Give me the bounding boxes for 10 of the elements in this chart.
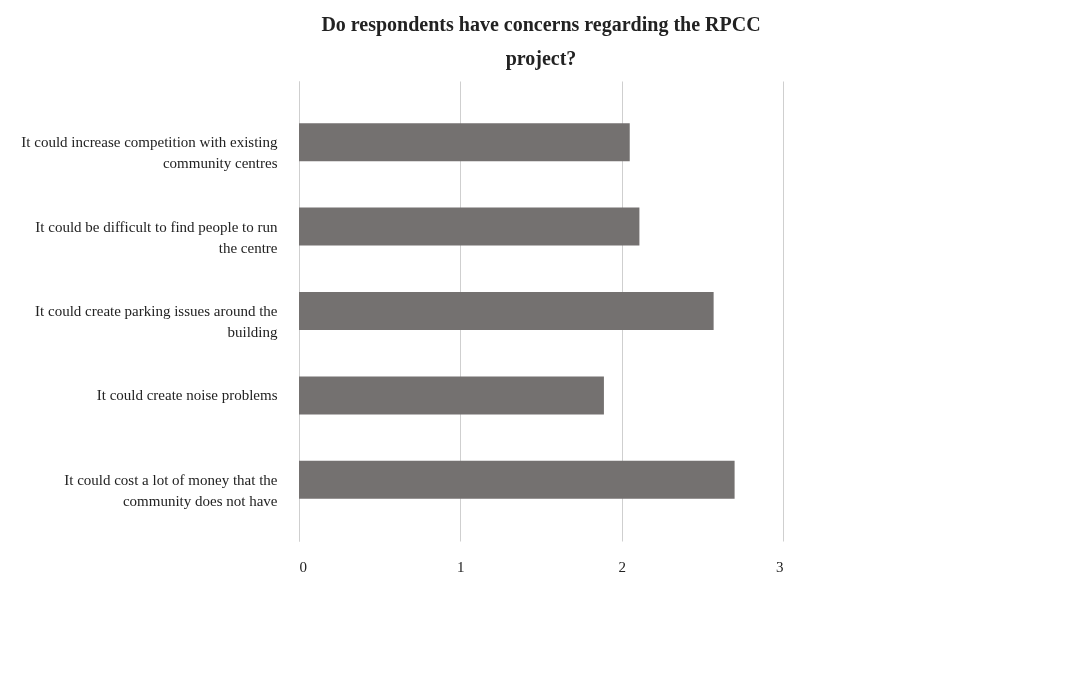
y-tick-label: It could create noise problems — [96, 387, 278, 404]
chart-title: Do respondents have concerns regarding the RPCC project? — [321, 13, 761, 70]
y-tick-label: It could create parking issues around the building — [35, 303, 278, 340]
x-tick-label: 0 — [299, 558, 307, 575]
x-tick-label: 3 — [776, 558, 784, 575]
x-tick-label: 2 — [618, 558, 626, 575]
y-tick-label: It could cost a lot of money that the community does not have — [64, 471, 278, 509]
x-tick-label: 1 — [457, 558, 465, 575]
y-tick-label: It could be difficult to find people to run the centre — [35, 218, 278, 256]
y-tick-label: It could increase competition with existing community centres — [21, 134, 278, 172]
